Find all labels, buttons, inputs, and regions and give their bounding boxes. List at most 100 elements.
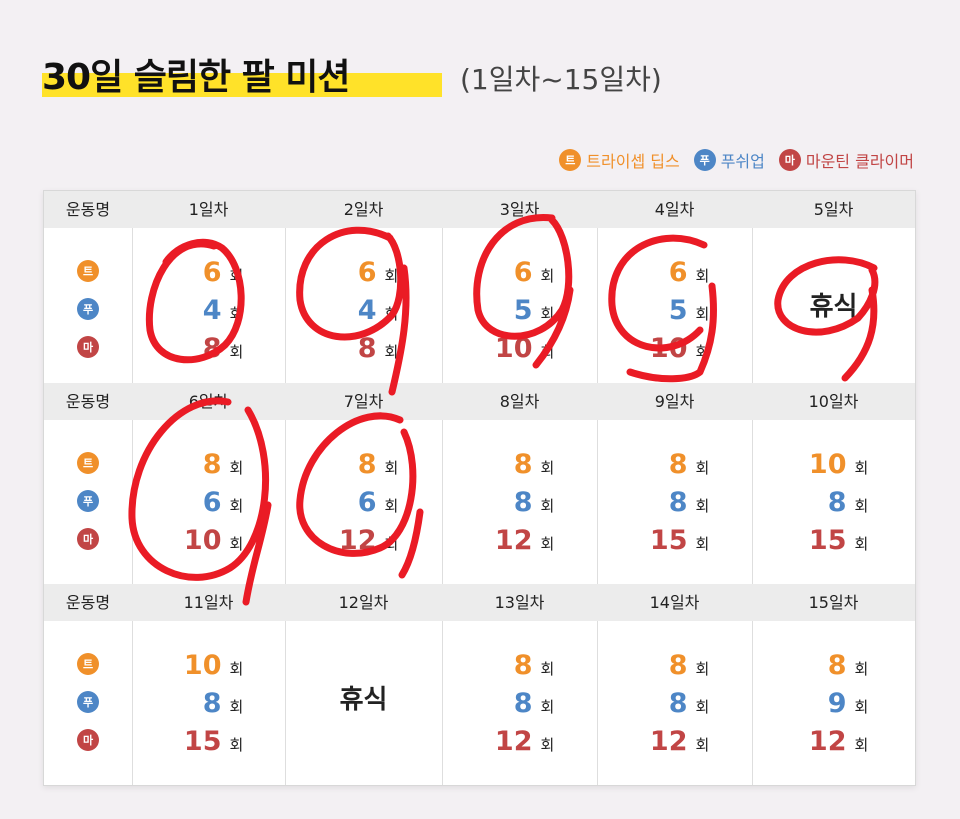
legend-label: 트라이셉 딥스 xyxy=(586,152,680,171)
pushup-badge-icon: 푸 xyxy=(77,490,99,512)
day-cell: 휴식 xyxy=(752,228,915,383)
rep-unit: 회 xyxy=(540,305,555,323)
day-header: 2일차 xyxy=(343,200,384,219)
day-header: 5일차 xyxy=(813,200,854,219)
day-cell: 10 회 8 회 15 회 xyxy=(752,420,915,584)
rep-unit: 회 xyxy=(229,497,244,515)
rep-unit: 회 xyxy=(540,497,555,515)
rep-unit: 회 xyxy=(695,343,710,361)
rep-unit: 회 xyxy=(854,660,869,678)
exercise-header: 운동명 xyxy=(65,392,111,411)
rep-count: 10 xyxy=(494,333,533,364)
rep-unit: 회 xyxy=(540,459,555,477)
rep-line: 12 회 xyxy=(752,724,915,760)
day-header: 10일차 xyxy=(808,392,859,411)
rep-unit: 회 xyxy=(384,343,399,361)
rep-unit: 회 xyxy=(229,660,244,678)
rep-unit: 회 xyxy=(540,535,555,553)
column-divider xyxy=(442,191,443,785)
rep-count: 8 xyxy=(668,449,688,480)
day-cell: 8 회 6 회 12 회 xyxy=(285,420,442,584)
rep-count: 6 xyxy=(668,257,688,288)
rep-unit: 회 xyxy=(540,660,555,678)
rep-line: 10 회 xyxy=(597,331,752,367)
day-cell: 휴식 xyxy=(285,621,442,785)
column-divider xyxy=(285,191,286,785)
rep-count: 8 xyxy=(357,333,377,364)
rep-line: 12 회 xyxy=(442,523,597,559)
rep-unit: 회 xyxy=(695,305,710,323)
rep-unit: 회 xyxy=(229,535,244,553)
day-cell: 6 회 5 회 10 회 xyxy=(442,228,597,383)
rep-count: 12 xyxy=(494,726,533,757)
rep-count: 5 xyxy=(513,295,533,326)
rep-line: 12 회 xyxy=(597,724,752,760)
day-cell: 8 회 8 회 12 회 xyxy=(442,621,597,785)
rep-line: 12 회 xyxy=(285,523,442,559)
rep-count: 12 xyxy=(494,525,533,556)
rep-count: 8 xyxy=(202,449,222,480)
day-cell: 10 회 8 회 15 회 xyxy=(132,621,285,785)
day-header: 14일차 xyxy=(649,593,700,612)
rep-line: 15 회 xyxy=(132,724,285,760)
rep-count: 6 xyxy=(357,257,377,288)
rep-count: 4 xyxy=(202,295,222,326)
mountain-climber-badge-icon: 마 xyxy=(778,149,801,171)
rep-unit: 회 xyxy=(229,267,244,285)
rep-unit: 회 xyxy=(695,497,710,515)
rep-count: 12 xyxy=(808,726,847,757)
pushup-badge-icon: 푸 xyxy=(77,298,99,320)
day-header: 15일차 xyxy=(808,593,859,612)
rep-unit: 회 xyxy=(695,459,710,477)
title-highlight xyxy=(42,73,442,97)
rep-count: 5 xyxy=(668,295,688,326)
day-header: 3일차 xyxy=(499,200,540,219)
exercise-header: 운동명 xyxy=(65,593,111,612)
day-header: 11일차 xyxy=(183,593,234,612)
rep-unit: 회 xyxy=(229,343,244,361)
day-header: 8일차 xyxy=(499,392,540,411)
rep-count: 15 xyxy=(649,525,688,556)
rep-count: 10 xyxy=(183,525,222,556)
rep-unit: 회 xyxy=(695,535,710,553)
rep-unit: 회 xyxy=(854,459,869,477)
day-header: 4일차 xyxy=(654,200,695,219)
rep-count: 8 xyxy=(513,688,533,719)
rep-unit: 회 xyxy=(854,535,869,553)
rep-count: 4 xyxy=(357,295,377,326)
rep-count: 10 xyxy=(183,650,222,681)
rep-count: 10 xyxy=(649,333,688,364)
legend-item-triceps: 트 트라이셉 딥스 xyxy=(559,148,680,172)
rep-unit: 회 xyxy=(229,305,244,323)
rep-unit: 회 xyxy=(540,736,555,754)
rep-unit: 회 xyxy=(695,267,710,285)
rep-unit: 회 xyxy=(229,698,244,716)
rep-unit: 회 xyxy=(854,497,869,515)
rep-count: 8 xyxy=(668,650,688,681)
day-header: 13일차 xyxy=(494,593,545,612)
day-cell: 8 회 8 회 12 회 xyxy=(442,420,597,584)
rep-unit: 회 xyxy=(384,535,399,553)
rep-count: 8 xyxy=(827,487,847,518)
day-cell: 8 회 8 회 15 회 xyxy=(597,420,752,584)
rep-unit: 회 xyxy=(695,698,710,716)
day-cell: 6 회 5 회 10 회 xyxy=(597,228,752,383)
legend-label: 마운틴 클라이머 xyxy=(805,152,914,171)
triceps-badge-icon: 트 xyxy=(77,452,99,474)
rep-line: 10 회 xyxy=(752,447,915,483)
rep-count: 10 xyxy=(808,449,847,480)
rep-count: 6 xyxy=(357,487,377,518)
rep-unit: 회 xyxy=(384,305,399,323)
